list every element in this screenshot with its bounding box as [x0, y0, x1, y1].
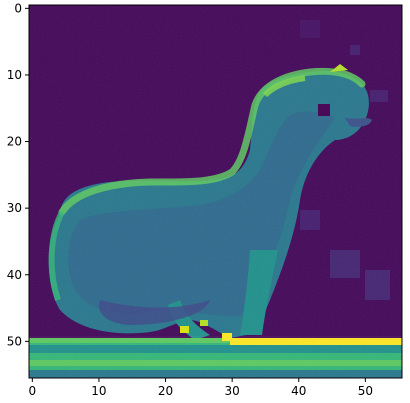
y-tick-label: 50 — [7, 334, 22, 348]
x-tick-label: 10 — [91, 384, 106, 398]
y-tick-label: 40 — [7, 268, 22, 282]
y-tick-label: 0 — [14, 1, 22, 15]
y-tick-label: 30 — [7, 201, 22, 215]
x-tick-label: 0 — [29, 384, 37, 398]
axes-frame — [28, 4, 403, 379]
x-tick-label: 30 — [225, 384, 240, 398]
x-tick-label: 50 — [358, 384, 373, 398]
y-tick-label: 10 — [7, 68, 22, 82]
platform — [29, 320, 402, 378]
x-axis: 0 10 20 30 40 50 — [29, 378, 373, 398]
y-tick-label: 20 — [7, 135, 22, 149]
subject-body — [29, 5, 402, 378]
y-axis: 0 10 20 30 40 50 — [7, 1, 29, 348]
heatmap-plot — [29, 5, 402, 378]
x-tick-label: 40 — [291, 384, 306, 398]
x-tick-label: 20 — [158, 384, 173, 398]
